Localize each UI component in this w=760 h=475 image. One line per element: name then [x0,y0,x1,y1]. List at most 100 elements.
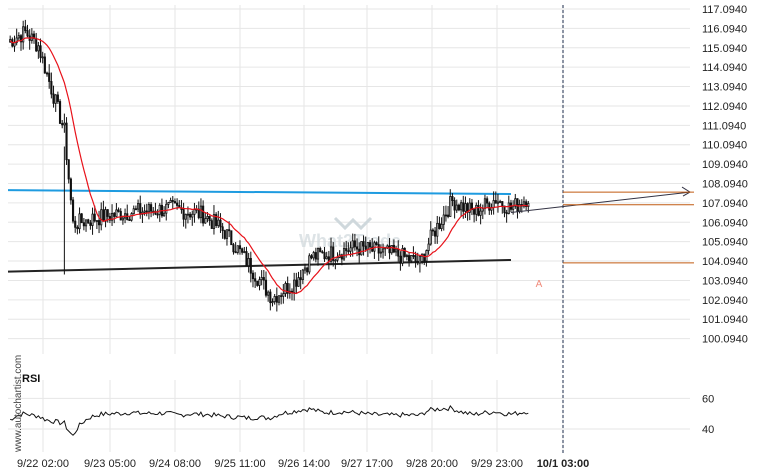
candle-body [355,246,359,250]
candle-body [403,248,406,257]
candle-body [189,213,192,218]
candle-body [106,209,109,217]
candle-body [78,213,81,230]
candle-body [442,214,445,225]
candle-body [115,209,118,217]
candle-body [58,101,62,124]
candle-body [48,72,51,82]
candle-body [301,269,304,281]
candle-body [505,212,508,215]
candle-body [423,253,426,262]
candle-body [108,216,111,221]
candle-body [316,247,320,260]
candle-body [477,204,480,216]
candle-body [262,277,265,281]
candle-body [186,213,190,216]
candle-body [260,277,263,281]
watermark-text: What2Trade [299,231,401,251]
candle-body [39,45,42,58]
rsi-line [10,404,529,436]
candle-body [208,215,211,222]
candle-body [516,198,519,212]
candle-body [199,205,203,219]
moving-average [9,37,529,295]
candle-body [273,296,276,303]
candle-body [167,202,170,205]
time-tick-label: 9/26 14:00 [278,458,330,470]
candle-body [447,214,450,217]
candle-body [45,72,49,75]
price-tick-label: 112.0940 [702,101,747,113]
candle-body [113,212,116,217]
candle-body [154,210,157,215]
candle-body [306,267,309,273]
candle-body [438,222,441,229]
candle-body [158,204,161,215]
candle-body [197,208,200,219]
candle-body [321,251,324,254]
candle-body [210,220,213,229]
candle-body [251,272,255,280]
candle-body [249,257,252,274]
candles [9,19,530,312]
candle-body [184,213,187,220]
price-tick-label: 115.0940 [702,43,747,55]
candle-body [525,201,528,207]
candle-body [345,248,348,252]
watermark-group: What2Trade [299,216,401,251]
candle-body [381,248,385,253]
candle-body [449,196,452,217]
candle-body [76,226,79,230]
candle-body [137,203,140,210]
candle-body [176,202,179,206]
candle-body [54,94,57,104]
candle-body [303,267,307,271]
price-tick-label: 102.0940 [702,295,748,307]
candle-body [173,201,177,204]
time-tick-label: 9/23 05:00 [84,458,136,470]
candle-body [527,203,530,207]
candle-body [329,246,333,262]
pattern-marker-a: A [536,279,543,290]
candle-body [93,213,96,222]
candle-body [17,35,20,39]
candle-body [110,212,114,221]
candle-body [475,204,478,215]
candle-body [254,278,257,282]
price-tick-label: 113.0940 [702,82,747,94]
candle-body [297,277,300,287]
candle-body [479,210,482,216]
candle-body [165,203,168,214]
candle-body [204,218,207,224]
candle-body [50,81,53,95]
candle-body [436,222,439,237]
candle-body [228,229,231,232]
candle-body [147,204,150,213]
price-tick-label: 104.0940 [702,256,748,268]
price-tick-label: 106.0940 [702,217,748,229]
candle-body [56,94,59,102]
candle-body [65,122,68,161]
candle-body [397,248,400,257]
candle-body [310,255,313,259]
candle-body [206,215,209,219]
price-axis: 117.0940 116.0940 115.0940 114.0940 113.0940… [702,4,748,346]
watermark-icon [333,216,373,231]
candle-body [104,209,107,222]
candle-body [410,254,413,262]
candle-body [282,293,285,297]
candle-body [473,209,476,215]
candle-body [121,217,124,221]
grid [8,5,690,452]
candle-body [431,229,434,232]
candle-body [366,242,369,250]
candle-body [41,56,44,59]
candle-body [84,219,88,227]
candle-body [134,208,137,211]
candle-body [455,204,458,211]
candle-body [377,244,380,254]
candle-body [43,56,46,74]
time-axis: 9/22 02:00 9/23 05:00 9/24 08:00 9/25 11:00… [17,458,589,470]
candle-body [284,282,287,294]
candle-body [63,122,66,126]
